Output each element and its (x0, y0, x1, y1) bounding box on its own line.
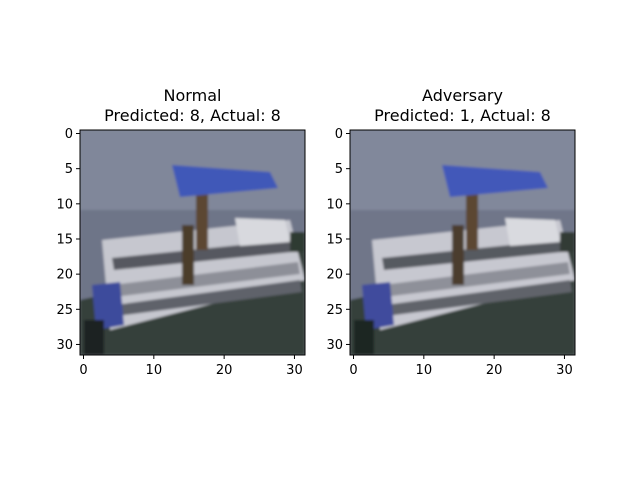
y-tick-label: 5 (65, 162, 73, 177)
panel-title-line2: Predicted: 1, Actual: 8 (374, 106, 551, 125)
panel-title-line2: Predicted: 8, Actual: 8 (104, 106, 281, 125)
x-tick-label: 10 (416, 363, 433, 378)
panel-normal: Normal Predicted: 8, Actual: 8 (56, 86, 306, 378)
image-adversary (350, 130, 575, 355)
y-tick-label: 0 (65, 127, 73, 142)
x-tick-label: 30 (556, 363, 573, 378)
y-tick-label: 30 (56, 338, 73, 353)
y-tick-label: 25 (326, 303, 343, 318)
x-tick-label: 0 (79, 363, 87, 378)
image-normal (80, 130, 305, 355)
x-tick-label: 20 (486, 363, 503, 378)
y-tick-label: 15 (56, 232, 73, 247)
y-tick-label: 10 (56, 197, 73, 212)
y-tick-label: 25 (56, 303, 73, 318)
axes-frame-adversary (349, 129, 576, 356)
y-tick-label: 20 (56, 268, 73, 283)
axis-ticks-normal: 0 10 20 30 0 5 10 15 20 25 30 (56, 127, 302, 378)
y-tick-label: 10 (326, 197, 343, 212)
y-tick-label: 30 (326, 338, 343, 353)
axis-ticks-adversary: 0 10 20 30 0 5 10 15 20 25 30 (326, 127, 572, 378)
y-tick-label: 0 (335, 127, 343, 142)
x-tick-label: 0 (349, 363, 357, 378)
x-tick-label: 20 (216, 363, 233, 378)
x-tick-label: 30 (286, 363, 303, 378)
panel-adversary: Adversary Predicted: 1, Actual: 8 (326, 86, 576, 378)
y-tick-label: 15 (326, 232, 343, 247)
x-tick-label: 10 (146, 363, 163, 378)
panel-title-line1: Adversary (422, 86, 503, 105)
axes-frame-normal (79, 129, 306, 356)
y-tick-label: 20 (326, 268, 343, 283)
y-tick-label: 5 (335, 162, 343, 177)
panel-title-line1: Normal (164, 86, 222, 105)
